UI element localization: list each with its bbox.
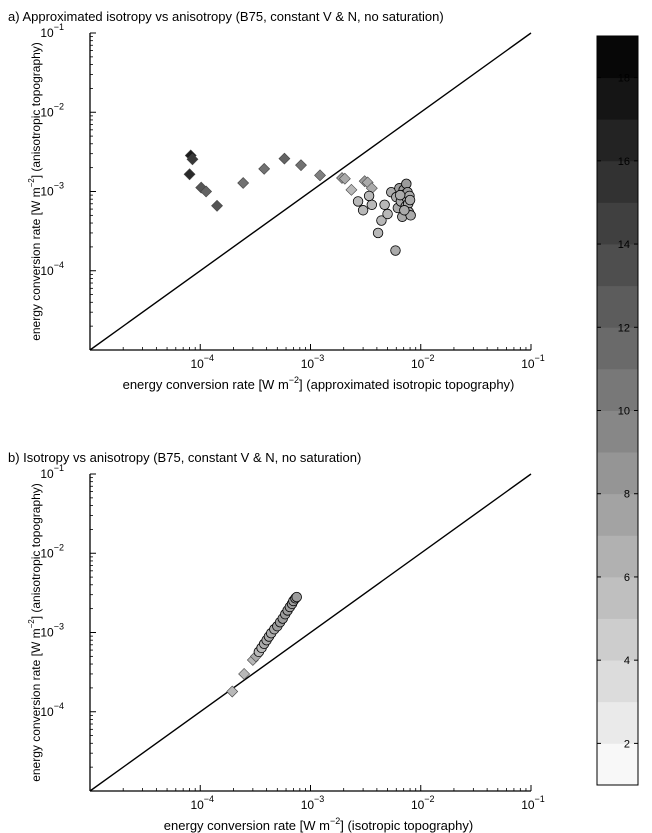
colorbar-segment (597, 36, 638, 79)
colorbar-segment (597, 660, 638, 703)
x-tick-label: 10−1 (521, 353, 545, 371)
data-point-diamond (295, 159, 307, 172)
colorbar-tick-label: 2 (624, 738, 630, 750)
colorbar-tick-label: 18 (618, 73, 630, 85)
y-tick-label: 10−1 (40, 22, 64, 40)
colorbar-segment (597, 244, 638, 287)
panel-title: a) Approximated isotropy vs anisotropy (… (8, 9, 444, 24)
data-point-diamond (278, 152, 291, 165)
x-tick-label: 10−4 (190, 794, 214, 812)
x-tick-label: 10−3 (301, 794, 325, 812)
data-point-diamond (186, 153, 199, 166)
data-point-diamond (345, 183, 358, 196)
x-tick-label: 10−1 (521, 794, 545, 812)
data-point-circle (352, 196, 364, 207)
x-tick-label: 10−2 (411, 794, 435, 812)
colorbar-segment (597, 285, 638, 328)
chart-panel-a: 10−4 10−3 10−2 10−110−410−310−210−1a) Appro… (8, 9, 545, 392)
y-axis-label: energy conversion rate [W m−2] (anisotro… (27, 483, 43, 782)
x-axis-label: energy conversion rate [W m−2] (approxim… (123, 375, 515, 392)
data-point-circle (390, 245, 401, 256)
colorbar-segment (597, 535, 638, 578)
data-point-diamond (338, 172, 351, 185)
panels: 10−4 10−3 10−2 10−110−410−310−210−1a) Appro… (8, 9, 545, 833)
data-point-diamond (258, 162, 271, 175)
data-point-circle (363, 190, 375, 202)
data-point-circle (376, 215, 387, 226)
colorbar-tick-label: 4 (624, 655, 630, 667)
colorbar-segment (597, 743, 638, 786)
colorbar-segment (597, 701, 638, 744)
x-tick-label: 10−4 (190, 353, 214, 371)
colorbar-segment (597, 202, 638, 245)
y-tick-label: 10−3 (40, 622, 64, 640)
data-point-circle (394, 189, 406, 201)
reference-line-1to1 (89, 32, 532, 351)
colorbar-tick-label: 10 (618, 406, 630, 418)
colorbar-tick-label: 14 (618, 239, 630, 251)
colorbar-segment (597, 77, 638, 120)
data-point-circle (372, 227, 384, 239)
colorbar-segment (597, 160, 638, 203)
colorbar-segment (597, 368, 638, 411)
colorbar-tick-label: 8 (624, 489, 630, 501)
colorbar-segment (597, 576, 638, 619)
y-tick-label: 10−4 (40, 260, 64, 278)
y-axis-label: energy conversion rate [W m−2] (anisotro… (27, 42, 43, 341)
colorbar-tick-label: 6 (624, 572, 630, 584)
colorbar-segment (597, 493, 638, 536)
data-point-circle (357, 205, 369, 216)
y-tick-label: 10−3 (40, 181, 64, 199)
data-point-circle (291, 591, 302, 603)
y-tick-label: 10−2 (40, 542, 64, 560)
colorbar-segment (597, 618, 638, 661)
x-tick-label: 10−2 (411, 353, 435, 371)
data-point-diamond (226, 685, 239, 698)
colorbar-segment (597, 327, 638, 370)
chart-panel-b: 10−4 10−3 10−2 10−110−410−310−210−1b) Isotr… (8, 450, 545, 833)
data-point-circle (404, 194, 416, 206)
colorbar: 2 4 6 8 10 12 14 16 18 (596, 35, 639, 786)
reference-line-1to1 (89, 473, 532, 792)
colorbar-tick-label: 16 (618, 156, 630, 168)
data-point-circle (366, 199, 378, 210)
data-point-diamond (183, 168, 196, 181)
y-tick-label: 10−4 (40, 701, 64, 719)
data-point-diamond (314, 169, 326, 182)
colorbar-segment (597, 119, 638, 162)
y-tick-label: 10−1 (40, 463, 64, 481)
x-axis-label: energy conversion rate [W m−2] (isotropi… (164, 816, 473, 833)
data-point-diamond (200, 185, 213, 198)
x-tick-label: 10−3 (301, 353, 325, 371)
data-point-circle (379, 199, 390, 210)
y-tick-label: 10−2 (40, 101, 64, 119)
colorbar-segment (597, 410, 638, 453)
data-point-diamond (237, 177, 250, 189)
colorbar-tick-label: 12 (618, 322, 630, 334)
data-point-diamond (238, 668, 251, 680)
panel-title: b) Isotropy vs anisotropy (B75, constant… (8, 450, 361, 465)
data-point-circle (399, 205, 410, 216)
data-point-diamond (211, 199, 223, 212)
data-point-circle (382, 208, 393, 220)
colorbar-segment (597, 452, 638, 495)
